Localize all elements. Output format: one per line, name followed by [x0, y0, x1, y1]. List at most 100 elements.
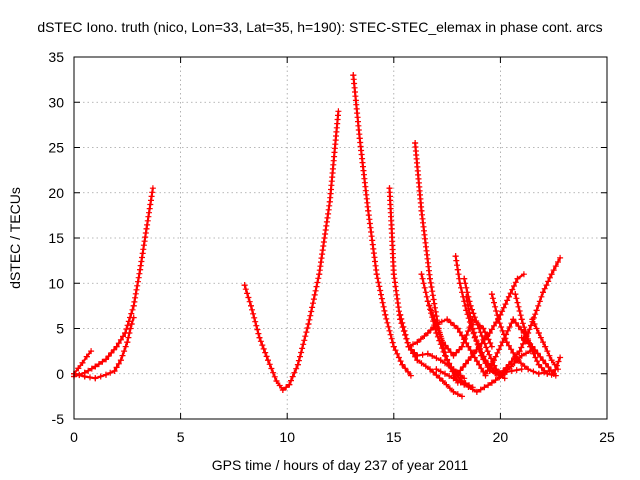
data-point: [531, 321, 538, 327]
data-point: [535, 302, 542, 309]
data-point: [496, 346, 503, 353]
data-point: [262, 349, 269, 356]
data-point: [518, 360, 524, 367]
data-point: [498, 324, 505, 330]
data-point: [438, 318, 445, 325]
data-point: [513, 367, 520, 374]
data-point: [540, 357, 546, 364]
data-point: [532, 311, 539, 318]
data-point: [483, 344, 490, 351]
data-point: [286, 381, 293, 388]
data-point: [453, 257, 460, 264]
data-point: [394, 350, 401, 357]
data-point: [470, 329, 477, 336]
data-point: [541, 285, 548, 292]
data-point: [521, 363, 528, 370]
data-point: [119, 352, 126, 359]
data-point: [476, 343, 483, 350]
data-point: [481, 336, 488, 343]
data-point: [548, 357, 555, 364]
y-tick-label: 25: [48, 140, 64, 156]
data-point: [303, 329, 310, 336]
data-point: [143, 225, 150, 232]
data-point: [458, 284, 464, 291]
data-point: [249, 306, 255, 313]
data-point: [307, 312, 314, 319]
data-point: [530, 368, 537, 375]
data-point: [435, 327, 442, 334]
data-point: [500, 304, 507, 311]
data-point: [375, 279, 382, 286]
data-point: [492, 353, 499, 360]
data-point: [130, 314, 137, 321]
data-point: [83, 353, 90, 360]
data-point: [399, 319, 406, 326]
data-point: [397, 358, 404, 365]
y-tick-label: 35: [48, 49, 64, 65]
data-point: [514, 299, 521, 306]
data-point: [377, 287, 384, 294]
data-point: [248, 302, 254, 309]
data-point: [389, 339, 396, 346]
data-point: [473, 337, 480, 344]
data-point: [81, 373, 88, 380]
data-point: [488, 379, 495, 386]
data-point: [421, 333, 428, 339]
data-point: [471, 354, 478, 361]
data-point: [122, 343, 129, 350]
data-point: [402, 331, 409, 338]
data-point: [265, 357, 271, 364]
data-point: [488, 360, 495, 367]
data-point: [514, 275, 521, 282]
data-point: [473, 318, 480, 324]
data-point: [534, 358, 541, 365]
data-point: [132, 290, 139, 297]
data-point: [399, 361, 406, 368]
data-point: [499, 308, 506, 315]
data-point: [465, 305, 472, 312]
data-point: [518, 334, 525, 341]
data-point: [508, 358, 515, 365]
data-point: [552, 263, 559, 270]
data-point: [140, 242, 147, 249]
data-point: [437, 368, 444, 375]
data-point: [540, 339, 546, 346]
data-point: [436, 375, 443, 381]
data-point: [503, 339, 510, 346]
data-point: [386, 185, 393, 192]
data-point: [502, 301, 509, 308]
data-point: [486, 364, 493, 370]
data-point: [477, 329, 484, 336]
data-point: [111, 346, 117, 353]
data-point: [526, 326, 533, 333]
data-point: [494, 349, 501, 356]
data-point: [537, 353, 544, 360]
data-point: [263, 353, 270, 360]
x-tick-label: 25: [599, 429, 615, 445]
data-point: [511, 354, 518, 361]
data-point: [407, 372, 414, 379]
data-point: [437, 357, 444, 364]
series-arc-18: [488, 291, 553, 377]
data-point: [465, 384, 472, 390]
data-point: [515, 303, 522, 310]
data-point: [424, 350, 431, 357]
data-point: [124, 322, 131, 329]
data-point: [497, 370, 504, 377]
data-point: [466, 309, 473, 316]
data-point: [550, 370, 557, 377]
data-point: [454, 325, 461, 332]
data-point: [113, 364, 120, 371]
data-point: [117, 336, 124, 343]
data-point: [460, 364, 467, 370]
data-point: [316, 271, 323, 278]
data-point: [451, 322, 458, 329]
data-point: [468, 353, 475, 360]
data-point: [492, 370, 499, 377]
data-point: [557, 254, 564, 261]
data-point: [463, 332, 470, 338]
data-point: [414, 352, 421, 359]
data-point: [450, 388, 457, 395]
data-point: [314, 279, 321, 286]
data-point: [418, 207, 425, 214]
